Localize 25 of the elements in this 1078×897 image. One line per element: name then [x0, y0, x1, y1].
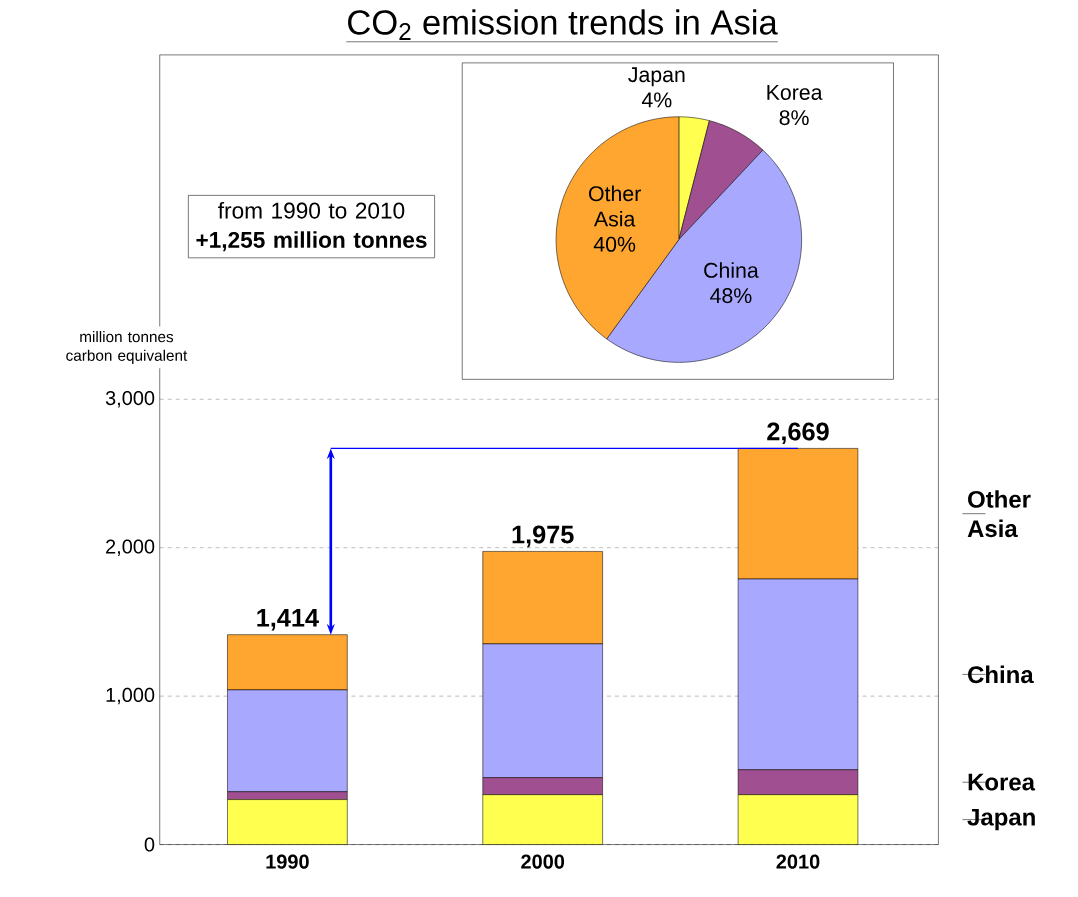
chart-title: CO$_{2}$ emission trends in Asia: [348, 9, 778, 40]
y-tick-label: 2,000: [106, 539, 155, 556]
x-tick-label: 2010: [776, 854, 820, 869]
y-tick-label: 1,000: [106, 687, 155, 705]
data-label: 4%: [641, 92, 672, 108]
slice-label: Other Asia: [589, 185, 641, 227]
y-tick-label: 0: [144, 837, 155, 852]
text: Korea: [968, 773, 1036, 791]
slice-label: China: [704, 261, 759, 278]
slice-label: Japan: [628, 67, 685, 87]
total-label: 1,414: [257, 608, 319, 631]
slice-label: Korea: [767, 84, 823, 100]
text: Other Asia: [967, 490, 1031, 537]
legend-label: Japan: [967, 808, 1035, 831]
data-label: 40%: [593, 236, 636, 252]
x-tick-label: 1990: [266, 854, 309, 869]
y-tick-label: 3,000: [105, 390, 155, 408]
y-axis-title: million tonnes carbon equivalent: [66, 330, 188, 364]
x-tick-label: 2000: [521, 854, 565, 869]
data-label: 8%: [779, 109, 809, 125]
legend-label: China: [968, 665, 1034, 683]
annotation: from 1990 to 2010 +1,255 million tonnes: [196, 201, 427, 251]
data-label: 48%: [710, 287, 752, 303]
total-label: 2,669: [767, 422, 829, 444]
total-label: 1,975: [512, 525, 574, 547]
